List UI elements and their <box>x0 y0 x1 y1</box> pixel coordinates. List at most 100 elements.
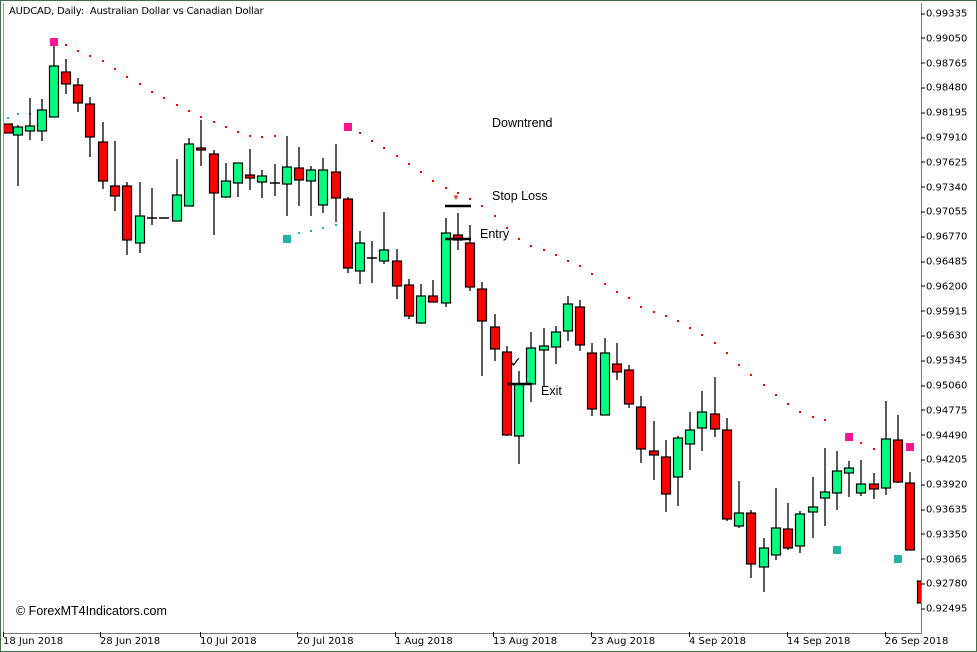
sell-signal-marker <box>845 433 853 441</box>
candle <box>72 78 84 112</box>
price-tick-label: 0.97055 <box>921 207 967 218</box>
entry-label: Entry <box>480 227 510 241</box>
candle <box>232 162 244 197</box>
price-tick-label: 0.92780 <box>921 579 967 590</box>
trailing-stop-dot <box>567 260 569 262</box>
trailing-stop-dot <box>457 192 459 194</box>
chart-plot-area[interactable]: AUDCAD, Daily: Australian Dollar vs Cana… <box>3 3 922 634</box>
candle <box>807 477 819 538</box>
trailing-stop-dot <box>591 273 593 275</box>
date-tick-label: 23 Aug 2018 <box>591 632 656 647</box>
candle <box>244 149 256 190</box>
date-tick-label: 4 Sep 2018 <box>689 632 747 647</box>
candle <box>916 580 921 604</box>
candle <box>109 141 121 211</box>
candle <box>672 436 684 506</box>
trailing-stop-dot <box>445 187 447 189</box>
trailing-stop-dot <box>102 60 104 62</box>
candle <box>770 488 782 560</box>
date-tick-label: 1 Aug 2018 <box>395 632 453 647</box>
trailing-stop-dot <box>750 374 752 376</box>
price-tick-label: 0.93635 <box>921 505 967 516</box>
candle <box>501 346 513 436</box>
trailing-stop-dot <box>787 403 789 405</box>
candle <box>440 218 452 307</box>
trailing-stop-dot <box>701 334 703 336</box>
candle <box>24 98 36 140</box>
date-tick-label: 28 Jun 2018 <box>100 632 161 647</box>
candle <box>880 401 892 495</box>
price-tick-label: 0.99050 <box>921 33 967 44</box>
candle <box>648 421 660 480</box>
candle <box>208 150 220 235</box>
buy-signal-marker <box>283 235 291 243</box>
price-tick-label: 0.98765 <box>921 58 967 69</box>
trailing-stop-dot <box>775 394 777 396</box>
price-tick-label: 0.96485 <box>921 257 967 268</box>
time-axis: 18 Jun 2018 28 Jun 2018 10 Jul 2018 20 Jul … <box>3 632 948 651</box>
trailing-stop-dot <box>139 83 141 85</box>
trailing-stop-dot <box>188 110 190 112</box>
downtrend-label: Downtrend <box>492 116 553 130</box>
trailing-stop-dot <box>335 224 337 226</box>
candle <box>4 123 14 134</box>
date-tick-label: 18 Jun 2018 <box>3 632 64 647</box>
price-tick-label: 0.97910 <box>921 133 967 144</box>
candle <box>171 159 183 222</box>
trailing-stop-dot <box>261 136 263 138</box>
candle <box>452 213 464 250</box>
candle <box>904 472 916 551</box>
trailing-stop-dot <box>200 116 202 118</box>
price-tick-label: 0.93920 <box>921 480 967 491</box>
candle <box>843 461 855 497</box>
trailing-stop-dot <box>383 147 385 149</box>
candle <box>696 391 708 451</box>
candle <box>721 418 733 521</box>
trailing-stop-dot <box>812 416 814 418</box>
trailing-stop-dot <box>714 342 716 344</box>
candle <box>305 166 317 216</box>
price-tick-label: 0.97340 <box>921 182 967 193</box>
candle <box>256 170 268 198</box>
price-tick-label: 0.94775 <box>921 405 967 416</box>
candle <box>293 147 305 206</box>
candle <box>733 481 745 528</box>
copyright-text: © ForexMT4Indicators.com <box>16 604 167 618</box>
trailing-stop-dot <box>738 364 740 366</box>
trailing-stop-dot <box>689 327 691 329</box>
candle <box>427 280 439 303</box>
candlestick-chart <box>4 38 921 604</box>
chart-title: AUDCAD, Daily: Australian Dollar vs Cana… <box>9 6 264 17</box>
candle <box>525 332 537 402</box>
exit-label: Exit <box>541 384 562 398</box>
trailing-stop-dot <box>420 171 422 173</box>
candle <box>660 440 672 512</box>
trailing-stop-dot <box>176 104 178 106</box>
candle <box>758 538 770 592</box>
candle <box>794 511 806 553</box>
trailing-stop-dot <box>432 180 434 182</box>
checkmark-icon: ✓ <box>510 354 522 370</box>
price-tick-label: 0.97625 <box>921 157 967 168</box>
trailing-stop-dot <box>579 265 581 267</box>
buy-signal-marker <box>833 546 841 554</box>
trailing-stop-dot <box>163 97 165 99</box>
candle <box>745 510 757 578</box>
candle <box>281 136 293 216</box>
date-tick-label: 14 Sep 2018 <box>787 632 851 647</box>
sell-signal-marker <box>344 123 352 131</box>
price-axis: 0.99335 0.99050 0.98765 0.98480 0.98195 0.979… <box>921 1 976 635</box>
candle <box>550 326 562 364</box>
candle <box>134 182 146 253</box>
trailing-stop-dot <box>151 91 153 93</box>
candle <box>538 328 550 387</box>
trailing-stop-dot <box>873 448 875 450</box>
candle <box>270 164 280 196</box>
candle <box>611 343 623 380</box>
trailing-stop-dot <box>249 135 251 137</box>
date-tick-label: 26 Sep 2018 <box>885 632 949 647</box>
trailing-stop-dot <box>126 76 128 78</box>
trailing-stop-dot <box>604 283 606 285</box>
price-tick-label: 0.95915 <box>921 306 967 317</box>
